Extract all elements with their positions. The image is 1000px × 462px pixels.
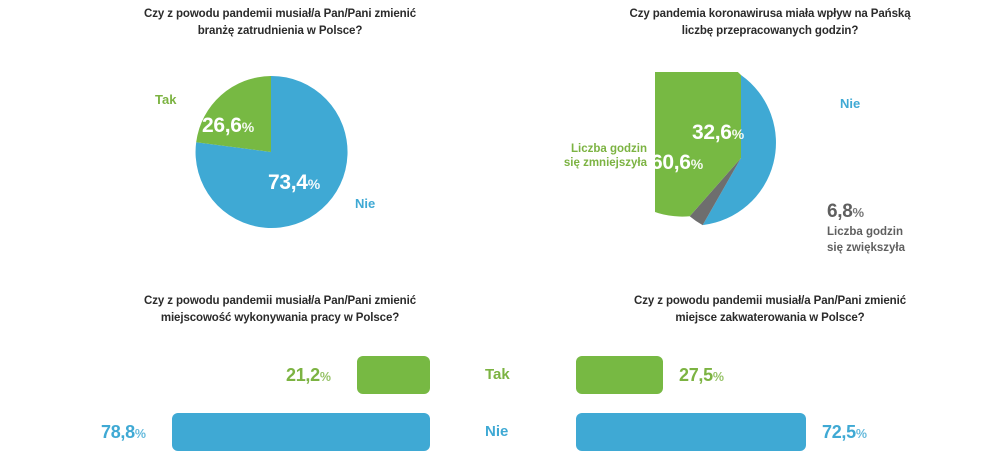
bar-value-tak-percent: % bbox=[319, 370, 331, 384]
bar-tak[interactable] bbox=[357, 356, 430, 394]
pie-value-nie-number: 73,4 bbox=[268, 171, 308, 194]
pie-label-liczba-godzin-zmniejszyla: Liczba godzin się zmniejszyła bbox=[563, 143, 647, 170]
pie-label-nie: Nie bbox=[355, 196, 376, 211]
pie-slice-tak[interactable] bbox=[196, 76, 271, 152]
pie-svg-godziny bbox=[655, 72, 776, 226]
pie-value-nie-number: 32,6 bbox=[692, 121, 732, 144]
pie-sublabel-liczba-godzin-zwiekszyla: Liczba godzin się zwiększyła bbox=[827, 226, 905, 254]
bar-value-nie-number: 78,8 bbox=[101, 422, 135, 442]
pie-value-nie-percent: % bbox=[307, 176, 321, 192]
pie-value-tak-number: 26,6 bbox=[202, 114, 242, 137]
pie-slice-liczba-godzin-zmniejszyla[interactable] bbox=[655, 72, 741, 217]
bar-value-tak: 27,5% bbox=[679, 365, 724, 386]
bar-category-nie: Nie bbox=[485, 423, 509, 440]
chart-panel-bars-miejscowosc: Czy z powodu pandemii musiał/a Pan/Pani … bbox=[60, 293, 500, 462]
page-title-pie-godziny: Czy pandemia koronawirusa miała wpływ na… bbox=[629, 8, 911, 37]
pie-chart-godziny bbox=[655, 72, 827, 244]
bar-nie[interactable] bbox=[172, 413, 430, 451]
bar-value-tak-number: 21,2 bbox=[286, 365, 320, 385]
chart-panel-pie-godziny: Czy pandemia koronawirusa miała wpływ na… bbox=[520, 6, 1000, 276]
pie-value-zwiekszyla-number: 6,8 bbox=[827, 201, 853, 222]
pie-slice-nie[interactable] bbox=[195, 75, 348, 228]
bar-value-nie-percent: % bbox=[134, 427, 146, 441]
page-title-bars-miejscowosc: Czy z powodu pandemii musiał/a Pan/Pani … bbox=[144, 295, 416, 324]
bar-nie[interactable] bbox=[576, 413, 806, 451]
bar-tak[interactable] bbox=[576, 356, 663, 394]
pie-svg-branza bbox=[195, 75, 348, 228]
pie-label-tak: Tak bbox=[155, 92, 177, 107]
bar-value-nie-number: 72,5 bbox=[822, 422, 856, 442]
bar-value-tak-number: 27,5 bbox=[679, 365, 713, 385]
pie-value-tak-percent: % bbox=[241, 119, 255, 135]
pie-value-nie: 73,4% bbox=[268, 171, 320, 195]
bar-category-tak: Tak bbox=[485, 366, 510, 383]
pie-value-liczba-godzin-zmniejszyla: 60,6% bbox=[651, 151, 703, 175]
pie-value-tak: 26,6% bbox=[202, 114, 254, 138]
pie-value-zwiekszyla-percent: % bbox=[852, 205, 865, 220]
bar-value-tak: 21,2% bbox=[286, 365, 331, 386]
pie-slice-nie[interactable] bbox=[702, 75, 776, 226]
pie-value-liczba-godzin-zwiekszyla: 6,8% bbox=[827, 201, 864, 223]
bar-value-nie: 78,8% bbox=[101, 422, 146, 443]
chart-panel-bars-zakwaterowanie: Czy z powodu pandemii musiał/a Pan/Pani … bbox=[485, 293, 1000, 462]
pie-value-nie: 32,6% bbox=[692, 121, 744, 145]
bar-value-nie: 72,5% bbox=[822, 422, 867, 443]
pie-chart-branza bbox=[191, 72, 351, 232]
page-title-bars-zakwaterowanie: Czy z powodu pandemii musiał/a Pan/Pani … bbox=[634, 295, 906, 324]
pie-label-nie: Nie bbox=[840, 96, 861, 111]
bar-value-tak-percent: % bbox=[712, 370, 724, 384]
pie-slice-liczba-godzin-zwiekszyla[interactable] bbox=[689, 158, 741, 226]
bar-value-nie-percent: % bbox=[855, 427, 867, 441]
page-title-pie-branza: Czy z powodu pandemii musiał/a Pan/Pani … bbox=[144, 8, 416, 37]
pie-value-nie-percent: % bbox=[731, 126, 745, 142]
chart-panel-pie-branza: Czy z powodu pandemii musiał/a Pan/Pani … bbox=[60, 6, 500, 276]
pie-value-zmniejszyla-number: 60,6 bbox=[651, 151, 691, 174]
pie-value-zmniejszyla-percent: % bbox=[690, 156, 704, 172]
